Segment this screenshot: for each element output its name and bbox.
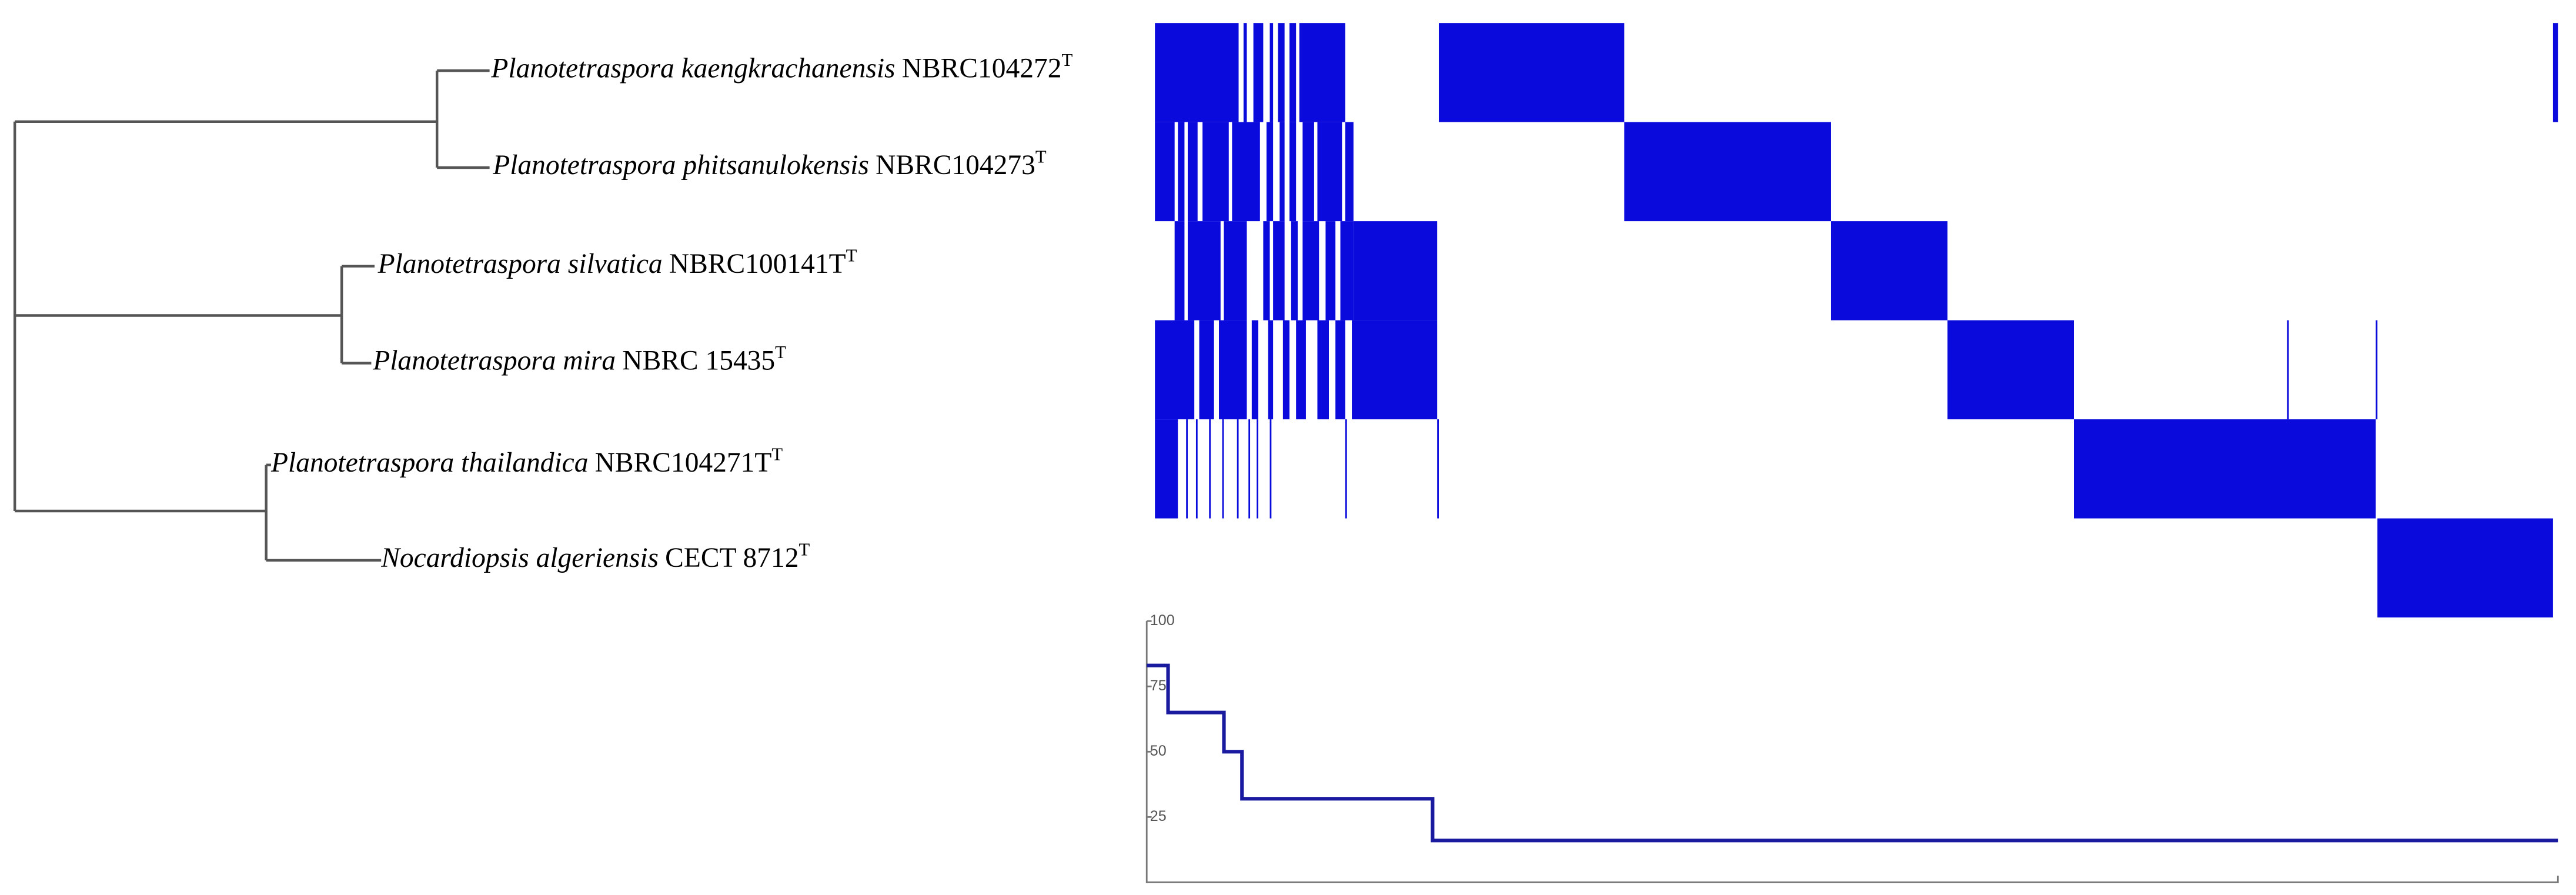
presence-block xyxy=(1155,419,1178,519)
presence-block xyxy=(1199,320,1214,420)
presence-block xyxy=(1289,122,1297,222)
tree xyxy=(13,69,490,562)
strain: NBRC100141T xyxy=(669,249,846,279)
strain: NBRC104271T xyxy=(595,448,772,478)
type-strain-mark: T xyxy=(771,444,783,464)
strain: NBRC104272 xyxy=(902,53,1062,84)
type-strain-mark: T xyxy=(775,342,786,362)
presence-block xyxy=(1353,221,1438,320)
presence-block xyxy=(1830,221,1948,320)
presence-block xyxy=(1279,122,1285,222)
strain: NBRC 15435 xyxy=(622,346,775,376)
presence-block xyxy=(1302,221,1319,320)
type-strain-mark: T xyxy=(846,245,857,265)
presence-block xyxy=(1174,221,1185,320)
presence-block xyxy=(2552,23,2558,122)
species-name: Planotetraspora phitsanulokensis xyxy=(492,150,869,181)
presence-block xyxy=(1291,221,1298,320)
presence-block xyxy=(1269,23,1274,122)
presence-block xyxy=(1232,122,1260,222)
presence-block xyxy=(1273,221,1285,320)
type-strain-mark: T xyxy=(1035,147,1047,167)
leaf-label: Planotetraspora thailandica NBRC104271TT xyxy=(270,444,783,478)
species-name: Planotetraspora mira xyxy=(372,346,616,376)
presence-block xyxy=(1202,122,1229,222)
leaf-label: Planotetraspora mira NBRC 15435T xyxy=(372,342,786,376)
y-tick-label: 100 xyxy=(1150,612,1175,629)
strain: CECT 8712 xyxy=(665,543,798,573)
species-name: Planotetraspora kaengkrachanensis xyxy=(490,53,895,84)
presence-block xyxy=(1335,320,1345,420)
presence-block xyxy=(1237,419,1239,519)
presence-block xyxy=(1188,221,1221,320)
presence-block xyxy=(1269,419,1272,519)
presence-block xyxy=(1188,122,1198,222)
presence-block xyxy=(1352,320,1438,420)
presence-block xyxy=(1266,122,1274,222)
leaf-label: Nocardiopsis algeriensis CECT 8712T xyxy=(380,539,810,573)
presence-block xyxy=(1186,419,1188,519)
presence-block xyxy=(1325,221,1336,320)
y-tick-label: 25 xyxy=(1150,808,1167,824)
presence-block xyxy=(1317,320,1329,420)
presence-block xyxy=(1289,23,1297,122)
presence-block xyxy=(1624,122,1831,222)
presence-block xyxy=(1345,122,1354,222)
strain: NBRC104273 xyxy=(876,150,1035,181)
presence-block xyxy=(2375,320,2378,420)
y-tick-label: 50 xyxy=(1150,743,1167,759)
presence-block xyxy=(1268,320,1274,420)
presence-block xyxy=(1155,320,1195,420)
y-tick-label: 75 xyxy=(1150,677,1167,694)
presence-block xyxy=(2073,419,2376,519)
presence-block xyxy=(1438,23,1625,122)
species-name: Planotetraspora thailandica xyxy=(270,448,588,478)
presence-block xyxy=(1243,23,1247,122)
presence-block xyxy=(1317,122,1342,222)
presence-block xyxy=(1222,419,1224,519)
presence-block xyxy=(1219,320,1247,420)
presence-block xyxy=(1263,221,1270,320)
presence-block xyxy=(1302,122,1314,222)
axis-frame xyxy=(1145,621,2559,883)
type-strain-mark: T xyxy=(1061,50,1073,70)
presence-block xyxy=(2287,320,2289,420)
type-strain-mark: T xyxy=(799,539,810,559)
presence-block xyxy=(1257,419,1259,519)
presence-block xyxy=(1248,419,1251,519)
presence-block xyxy=(1155,122,1175,222)
presence-block xyxy=(1282,320,1290,420)
presence-block xyxy=(1437,419,1439,519)
presence-block xyxy=(1224,221,1247,320)
presence-block xyxy=(1155,23,1239,122)
leaf-label: Planotetraspora silvatica NBRC100141TT xyxy=(377,245,857,279)
presence-block xyxy=(1253,23,1264,122)
presence-block xyxy=(1251,320,1259,420)
tree-branch xyxy=(13,69,490,562)
presence-block xyxy=(1278,23,1285,122)
presence-block xyxy=(1947,320,2074,420)
species-name: Planotetraspora silvatica xyxy=(377,249,663,279)
leaf-label: Planotetraspora phitsanulokensis NBRC1042… xyxy=(492,147,1047,181)
presence-block xyxy=(1178,122,1185,222)
presence-block xyxy=(1299,23,1345,122)
presence-block xyxy=(1345,419,1347,519)
conservation-line xyxy=(1147,663,2558,843)
presence-block xyxy=(1195,419,1198,519)
presence-block xyxy=(1296,320,1306,420)
leaf-label: Planotetraspora kaengkrachanensis NBRC104… xyxy=(490,50,1073,84)
presence-block xyxy=(1209,419,1211,519)
species-name: Nocardiopsis algeriensis xyxy=(380,543,659,573)
presence-block xyxy=(2377,518,2553,618)
presence-block xyxy=(1340,221,1354,320)
